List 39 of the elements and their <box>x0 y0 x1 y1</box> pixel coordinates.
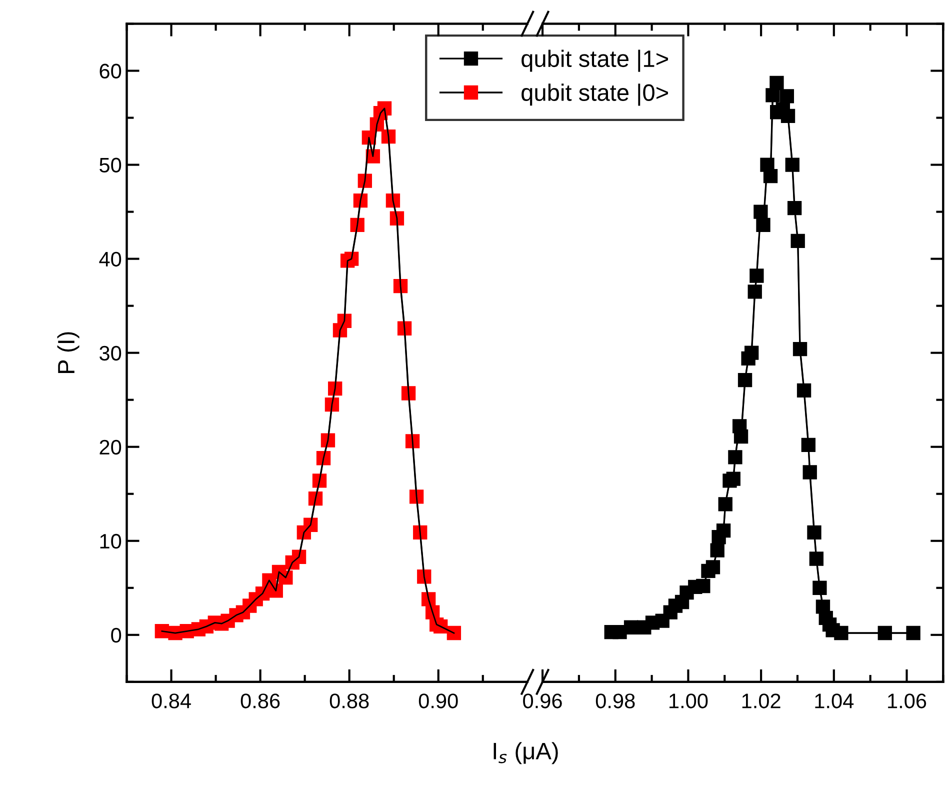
point <box>718 497 732 512</box>
point <box>446 626 462 640</box>
point <box>706 560 720 574</box>
point <box>807 525 822 540</box>
y-tick-label: 50 <box>100 158 122 173</box>
y-axis-title: P (I) <box>57 332 80 373</box>
x-tick-label: 0.90 <box>418 694 458 708</box>
y-tick-label: 40 <box>99 252 122 267</box>
y-tick-label: 10 <box>100 534 122 549</box>
y-tick-label: 0 <box>111 628 122 643</box>
x-axis-title: I$_{s}$ (μA) <box>494 742 558 764</box>
legend-label: qubit state |1> <box>522 50 668 72</box>
x-tick-label: 0.96 <box>523 694 562 708</box>
point <box>728 450 742 464</box>
point <box>812 580 827 595</box>
point <box>780 89 794 104</box>
x-tick-label: 0.88 <box>330 694 369 708</box>
point <box>750 268 764 283</box>
x-tick-label: 0.98 <box>596 694 635 708</box>
x-tick-label: 1.06 <box>888 694 926 708</box>
point <box>792 342 808 356</box>
x-tick-label: 1.04 <box>815 694 854 708</box>
point <box>748 284 762 299</box>
y-tick-label: 20 <box>100 440 122 455</box>
point <box>906 626 920 640</box>
x-tick-label: 0.86 <box>240 694 280 708</box>
y-tick-label: 60 <box>100 64 122 79</box>
x-tick-label: 0.84 <box>152 694 191 708</box>
point <box>770 76 784 90</box>
x-tick-label: 1.00 <box>670 694 708 708</box>
x-tick-label: 1.02 <box>742 694 780 708</box>
point <box>834 626 848 640</box>
point <box>726 472 740 486</box>
point <box>785 158 800 172</box>
point <box>809 552 824 566</box>
legend-label: qubit state |0> <box>522 84 668 106</box>
point <box>878 626 892 640</box>
point <box>802 465 817 480</box>
y-tick-label: 30 <box>100 346 122 361</box>
